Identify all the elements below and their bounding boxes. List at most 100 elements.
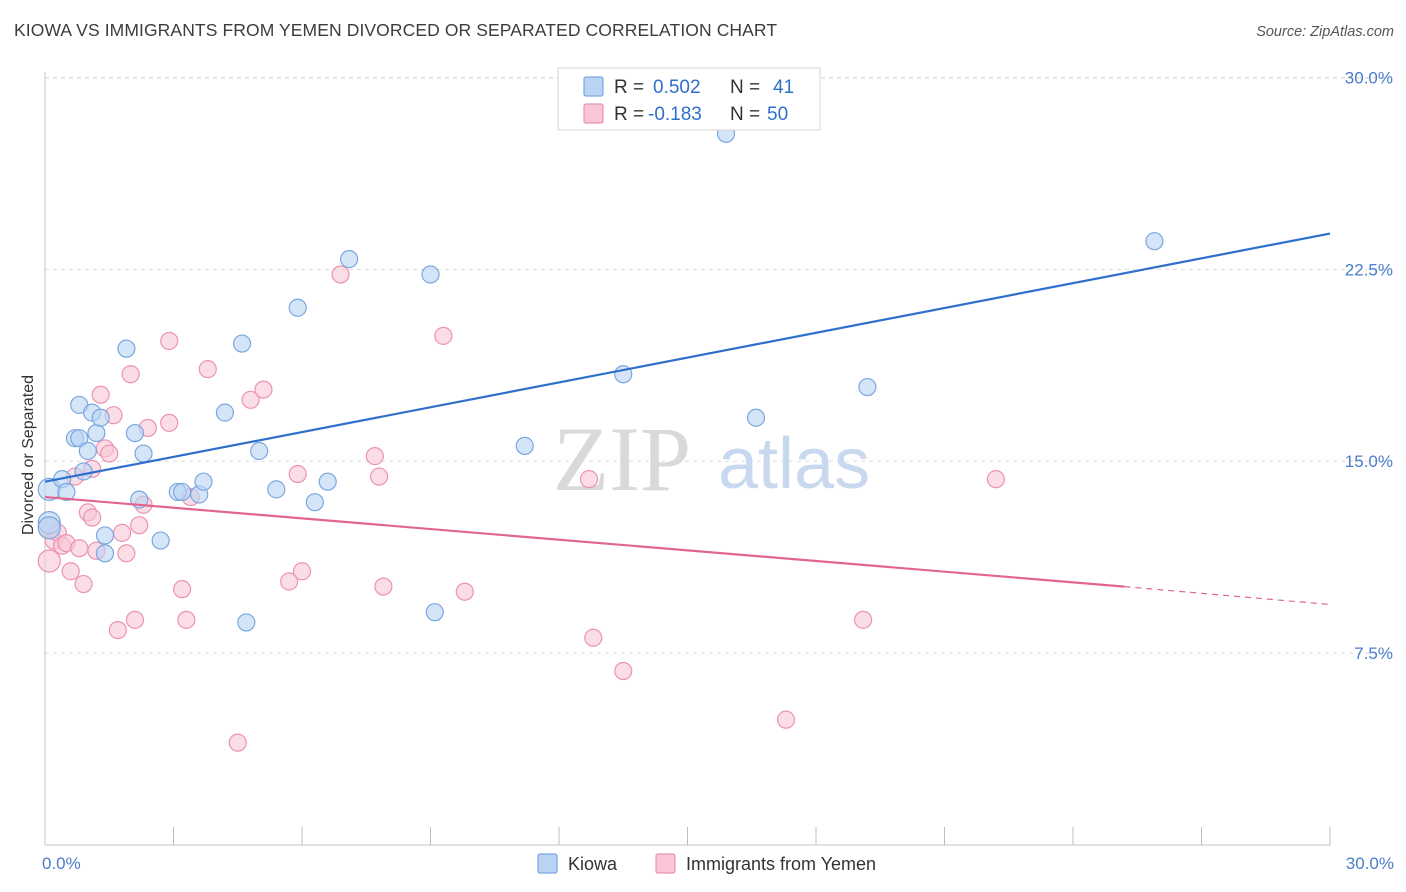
yemen-point-43 [455, 582, 474, 601]
yemen-point-32 [228, 733, 247, 752]
yemen-point-41 [374, 577, 393, 596]
yemen-point-16 [100, 444, 119, 463]
yemen-trend-line [44, 495, 1125, 588]
yemen-point-45 [584, 628, 603, 647]
y-tick-label-1: 15.0% [1345, 452, 1393, 471]
chart-title: KIOWA VS IMMIGRANTS FROM YEMEN DIVORCED … [14, 20, 778, 40]
yemen-point-0 [37, 549, 61, 573]
yemen-point-35 [280, 572, 299, 591]
kiowa-point-22 [194, 472, 213, 491]
kiowa-point-24 [232, 334, 252, 353]
y-tick-label-3: 30.0% [1345, 68, 1393, 87]
legend-yemen-r-label: R = [614, 104, 644, 125]
kiowa-point-7 [74, 462, 93, 481]
yemen-point-49 [986, 470, 1006, 489]
kiowa-point-25 [237, 613, 256, 632]
yemen-point-39 [365, 447, 384, 466]
watermark-atlas: atlas [718, 424, 870, 504]
yemen-point-26 [160, 331, 179, 351]
kiowa-point-20 [172, 482, 192, 502]
kiowa-point-13 [95, 544, 115, 563]
yemen-point-34 [254, 380, 273, 399]
kiowa-point-17 [134, 444, 153, 463]
kiowa-point-18 [151, 531, 170, 550]
kiowa-point-30 [318, 472, 337, 491]
grid-lines [45, 76, 1390, 654]
trend-lines [44, 232, 1331, 606]
yemen-point-22 [125, 610, 145, 629]
legend-kiowa-r-label: R = [614, 77, 644, 98]
yemen-point-36 [288, 464, 307, 484]
yemen-point-47 [776, 710, 796, 729]
yemen-point-38 [331, 265, 350, 284]
yemen-point-48 [854, 610, 873, 629]
x-axis-ticks [173, 827, 1331, 845]
legend-yemen-r-value: -0.183 [648, 104, 702, 125]
yemen-point-33 [241, 390, 260, 409]
kiowa-trend-line [44, 232, 1331, 483]
yemen-point-6 [61, 562, 80, 581]
legend-yemen-n-label: N = [730, 104, 760, 125]
bottom-legend-yemen-label: Immigrants from Yemen [686, 854, 876, 874]
y-tick-label-0: 7.5% [1354, 644, 1393, 663]
kiowa-point-26 [250, 441, 269, 461]
y-axis-title: Divorced or Separated [20, 375, 37, 535]
legend-kiowa-n-value: 41 [773, 77, 794, 98]
watermark-zip: ZIP [553, 408, 691, 510]
legend-yemen-n-value: 50 [767, 104, 788, 125]
bottom-legend-yemen-swatch [655, 853, 676, 874]
kiowa-point-40 [37, 516, 61, 540]
y-tick-label-2: 22.5% [1345, 260, 1393, 279]
bottom-legend-kiowa-swatch [537, 853, 558, 874]
yemen-point-8 [70, 539, 89, 558]
yemen-point-44 [579, 470, 599, 489]
kiowa-point-23 [215, 403, 234, 422]
kiowa-point-37 [746, 408, 766, 427]
kiowa-point-10 [87, 423, 106, 443]
yemen-point-9 [74, 574, 93, 594]
yemen-point-46 [614, 661, 633, 681]
legend-kiowa-n-label: N = [730, 77, 760, 98]
legend-kiowa-swatch [583, 76, 604, 97]
kiowa-point-33 [425, 603, 444, 622]
x-tick-label-min: 0.0% [42, 854, 81, 873]
x-tick-label-max: 30.0% [1346, 854, 1394, 873]
kiowa-point-34 [515, 436, 534, 455]
y-tick-labels: 7.5% 15.0% 22.5% 30.0% [1345, 68, 1393, 663]
kiowa-point-5 [70, 429, 89, 448]
kiowa-point-11 [91, 408, 110, 427]
kiowa-point-32 [421, 265, 440, 284]
kiowa-point-39 [1145, 232, 1164, 251]
kiowa-point-12 [95, 526, 115, 545]
watermark: ZIP atlas [553, 408, 870, 510]
yemen-point-14 [91, 385, 110, 404]
kiowa-point-38 [858, 377, 877, 397]
yemen-point-42 [434, 326, 453, 345]
yemen-point-37 [292, 562, 312, 581]
legend-yemen-swatch [583, 103, 604, 124]
yemen-point-28 [172, 580, 192, 599]
yemen-point-27 [160, 413, 179, 432]
yemen-point-29 [177, 610, 196, 629]
kiowa-point-27 [267, 480, 286, 499]
kiowa-point-28 [288, 298, 307, 317]
kiowa-point-3 [57, 482, 76, 502]
yemen-trend-line-extension [1124, 585, 1331, 606]
yemen-point-18 [108, 620, 127, 640]
yemen-point-19 [112, 523, 132, 542]
bottom-legend: Kiowa Immigrants from Yemen [537, 853, 876, 874]
kiowa-points [37, 124, 1164, 632]
yemen-point-31 [198, 360, 217, 379]
legend: R = 0.502 N = 41 R = -0.183 N = 50 [557, 67, 821, 131]
yemen-point-12 [83, 508, 102, 527]
kiowa-point-8 [78, 441, 97, 461]
kiowa-point-31 [340, 250, 359, 269]
kiowa-point-14 [117, 339, 136, 358]
legend-kiowa-r-value: 0.502 [653, 77, 701, 98]
source-label: Source: ZipAtlas.com [1256, 24, 1394, 40]
yemen-point-21 [121, 365, 140, 384]
kiowa-point-29 [305, 493, 324, 512]
yemen-point-40 [370, 467, 389, 486]
kiowa-point-15 [125, 423, 145, 443]
